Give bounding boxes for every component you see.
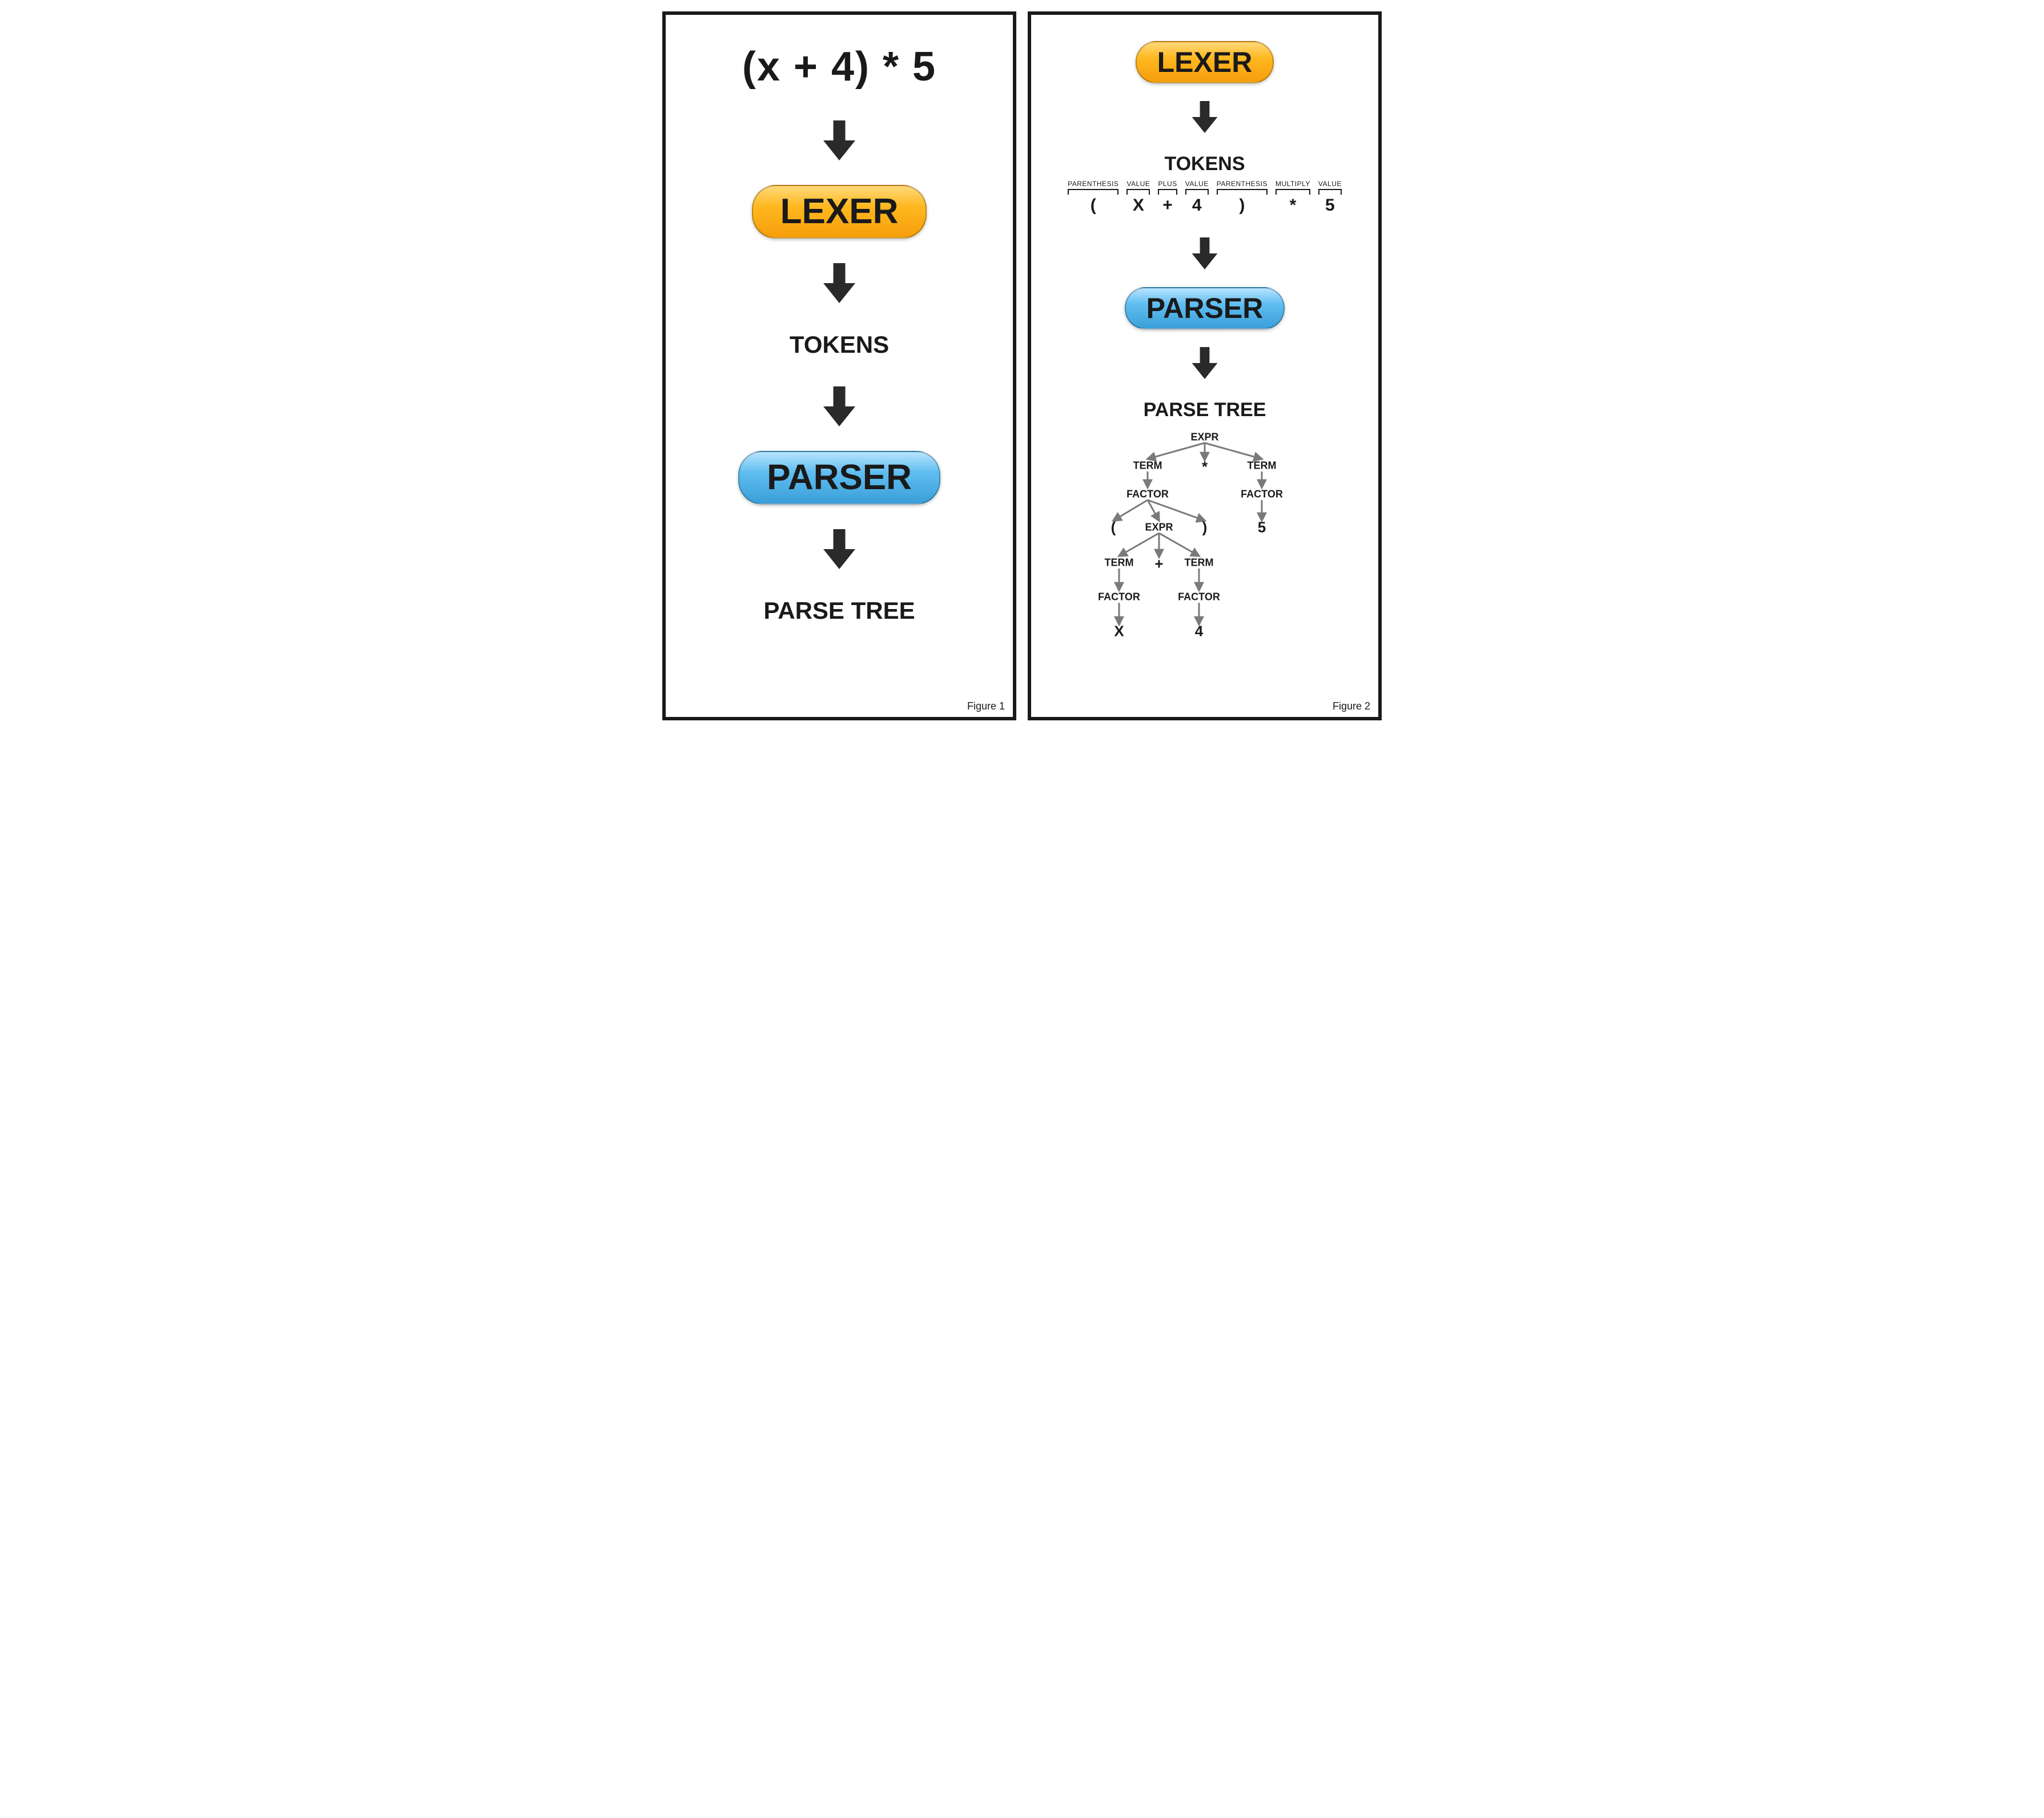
token-row: PARENTHESIS ( VALUE X PLUS + VALUE 4 PARENTHESIS… — [1068, 180, 1342, 215]
tree-node: + — [1154, 555, 1163, 573]
token-type: PLUS — [1158, 180, 1177, 188]
token-bracket — [1276, 189, 1310, 195]
figure-1-panel: (x + 4) * 5 LEXER TOKENS PARSER PARSE TR… — [662, 11, 1016, 720]
token-bracket — [1158, 189, 1177, 195]
parser-badge: PARSER — [738, 451, 940, 505]
tree-node: 5 — [1258, 519, 1266, 537]
token: VALUE X — [1126, 180, 1150, 215]
tree-node: TERM — [1248, 460, 1277, 472]
token-type: PARENTHESIS — [1217, 180, 1268, 188]
token-value: X — [1131, 196, 1146, 215]
arrow-down-icon — [819, 521, 859, 578]
tree-edge — [1148, 500, 1205, 521]
tree-node: FACTOR — [1098, 591, 1140, 603]
tree-node: ) — [1202, 519, 1208, 537]
tree-edge — [1113, 500, 1148, 521]
token-type: VALUE — [1185, 180, 1209, 188]
token-type: VALUE — [1318, 180, 1342, 188]
token-value: * — [1285, 196, 1300, 215]
token-bracket — [1217, 189, 1268, 195]
token-bracket — [1126, 189, 1150, 195]
tree-edge — [1148, 443, 1205, 459]
tree-edge — [1159, 533, 1199, 556]
parse-tree-diagram: EXPR TERM * TERM FACTOR FACTOR ( EXPR) 5 TERM + TER… — [1068, 426, 1342, 688]
tree-edge — [1205, 443, 1262, 459]
token-bracket — [1318, 189, 1342, 195]
token: PLUS + — [1158, 180, 1177, 215]
token: MULTIPLY * — [1276, 180, 1310, 215]
arrow-down-icon — [1189, 341, 1221, 385]
figure-2-panel: LEXER TOKENS PARENTHESIS ( VALUE X PLUS + VALU… — [1028, 11, 1382, 720]
token-value: 4 — [1189, 196, 1204, 215]
token-bracket — [1068, 189, 1118, 195]
parse-tree-heading: PARSE TREE — [1144, 399, 1266, 421]
tree-node: TERM — [1185, 557, 1214, 569]
arrow-down-icon — [1189, 95, 1221, 139]
arrow-down-icon — [819, 255, 859, 312]
tree-node: X — [1114, 623, 1124, 640]
tokens-label: TOKENS — [790, 331, 889, 358]
token-value: ) — [1234, 196, 1249, 215]
tokens-heading: TOKENS — [1164, 153, 1245, 175]
arrow-down-icon — [819, 378, 859, 435]
input-expression: (x + 4) * 5 — [742, 43, 936, 90]
lexer-badge: LEXER — [1136, 41, 1274, 83]
token-value: ( — [1086, 196, 1101, 215]
token: PARENTHESIS) — [1217, 180, 1268, 215]
tree-node: TERM — [1105, 557, 1134, 569]
tree-node: FACTOR — [1178, 591, 1220, 603]
tree-node: FACTOR — [1126, 489, 1169, 501]
token: VALUE 5 — [1318, 180, 1342, 215]
token-type: VALUE — [1126, 180, 1150, 188]
tree-node: 4 — [1195, 623, 1203, 640]
token-type: PARENTHESIS — [1068, 180, 1118, 188]
tree-node: EXPR — [1145, 522, 1173, 534]
tree-node: ( — [1111, 519, 1116, 537]
arrow-down-icon — [819, 112, 859, 169]
figure-caption: Figure 1 — [967, 700, 1005, 712]
parser-badge: PARSER — [1125, 287, 1285, 329]
tree-edge — [1119, 533, 1159, 556]
arrow-down-icon — [1189, 231, 1221, 276]
token-type: MULTIPLY — [1276, 180, 1310, 188]
token-value: 5 — [1322, 196, 1337, 215]
tree-node: EXPR — [1190, 432, 1218, 444]
tree-node: TERM — [1133, 460, 1162, 472]
tree-node: FACTOR — [1241, 489, 1283, 501]
figure-caption: Figure 2 — [1333, 700, 1370, 712]
token-value: + — [1160, 196, 1175, 215]
tree-node: * — [1202, 458, 1208, 476]
token-bracket — [1185, 189, 1209, 195]
lexer-badge: LEXER — [752, 185, 927, 239]
token: PARENTHESIS ( — [1068, 180, 1118, 215]
parse-tree-label: PARSE TREE — [763, 597, 915, 624]
token: VALUE 4 — [1185, 180, 1209, 215]
